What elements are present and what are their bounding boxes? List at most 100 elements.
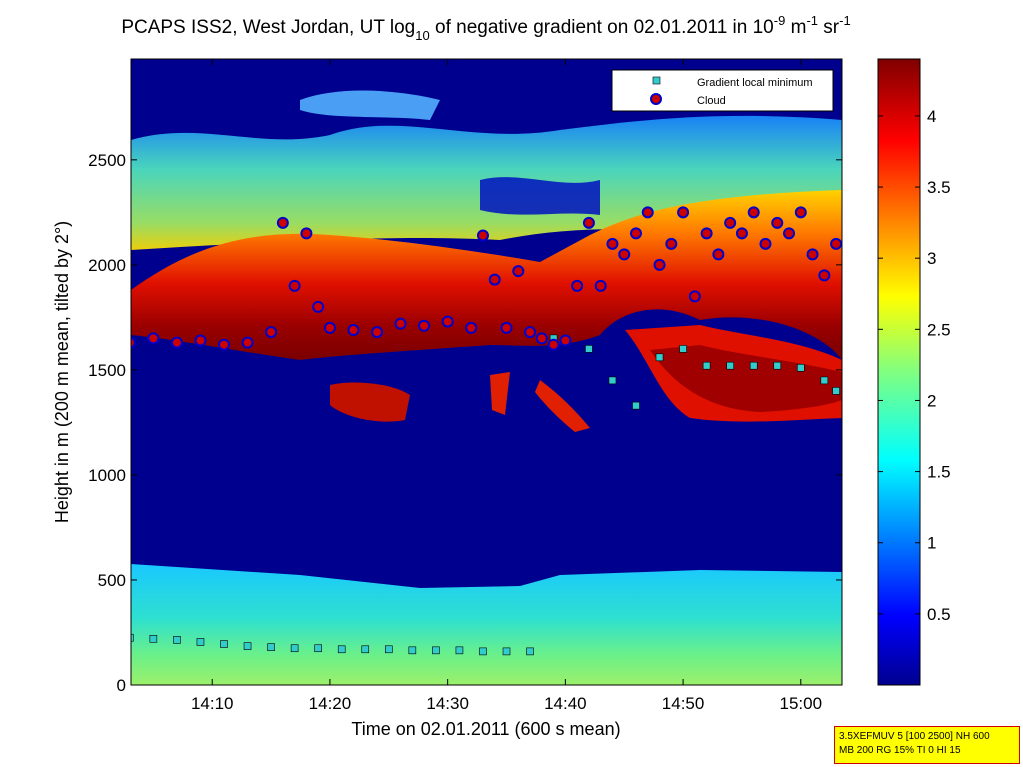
gradient-min-point (655, 353, 664, 362)
gradient-min-point (585, 345, 593, 353)
cloud-point (500, 321, 513, 334)
cloud-point (806, 248, 819, 261)
plot-frame (130, 58, 843, 686)
annotation-line-2: MB 200 RG 15% TI 0 HI 15 (839, 745, 961, 756)
annotation-line-1: 3.5XEFMUV 5 [100 2500] NH 600 (839, 731, 990, 742)
cloud-point (700, 227, 713, 240)
cloud-point (265, 326, 278, 339)
gradient-min-point (608, 376, 617, 385)
colorbar-tick-label: 2.5 (927, 320, 951, 339)
y-tick-label: 2000 (88, 256, 126, 275)
cloud-point (665, 237, 678, 250)
colorbar-tick-label: 2 (927, 391, 936, 410)
gradient-min-point (149, 634, 158, 643)
cloud-point (441, 315, 454, 328)
chart-title: PCAPS ISS2, West Jordan, UT log10 of neg… (121, 13, 850, 43)
gradient-min-point (773, 361, 782, 370)
y-tick-label: 0 (117, 676, 126, 695)
cloud-point (300, 227, 313, 240)
gradient-min-point (173, 636, 181, 644)
gradient-min-point (243, 642, 252, 650)
y-tick-label: 2500 (88, 151, 126, 170)
cloud-point (677, 206, 690, 219)
gradient-min-point (361, 645, 370, 654)
cloud-point (217, 338, 230, 351)
cloud-point (747, 206, 760, 219)
cloud-point (641, 206, 654, 219)
x-axis: 14:10 14:20 14:30 14:40 14:50 15:00 (191, 59, 822, 713)
cloud-point (524, 326, 537, 339)
cloud-point (418, 319, 431, 332)
cloud-point (735, 227, 748, 240)
colorbar-tick-label: 1.5 (927, 463, 951, 482)
gradient-min-point (337, 645, 346, 654)
gradient-min-point (267, 643, 275, 651)
cloud-point (653, 258, 666, 271)
cloud-point (582, 216, 595, 229)
cloud-point (241, 336, 254, 349)
gradient-min-point (220, 640, 228, 648)
cloud-point (512, 265, 525, 278)
cloud-point (783, 227, 796, 240)
x-tick-label: 14:10 (191, 694, 234, 713)
x-tick-label: 14:20 (309, 694, 352, 713)
cloud-point (288, 279, 301, 292)
cloud-point (194, 334, 207, 347)
gradient-min-point (832, 387, 840, 395)
cloud-point (594, 279, 607, 292)
gradient-min-point (408, 646, 417, 655)
cloud-point (818, 269, 831, 282)
gradient-min-point (526, 647, 534, 656)
cloud-point (488, 273, 501, 286)
gradient-min-point (384, 645, 393, 654)
cloud-point (465, 321, 478, 334)
gradient-min-point (726, 361, 734, 370)
colorbar-ticks: 0.5 1 1.5 2 2.5 3 3.5 4 (878, 107, 951, 624)
cloud-point (830, 237, 842, 250)
gradient-min-point (131, 633, 134, 642)
gradient-min-point (749, 361, 758, 370)
x-tick-label: 14:40 (544, 694, 587, 713)
x-axis-label: Time on 02.01.2011 (600 s mean) (351, 719, 620, 739)
cloud-point (147, 332, 160, 345)
cloud-point (394, 317, 407, 330)
cloud-point (794, 206, 807, 219)
gradient-min-point (455, 646, 464, 655)
cloud-point (131, 336, 136, 349)
cloud-point (170, 336, 183, 349)
cloud-point (759, 237, 772, 250)
cloud-point (547, 338, 560, 351)
colorbar-tick-label: 1 (927, 534, 936, 553)
cloud-point (323, 321, 336, 334)
cloud-point (559, 334, 572, 347)
marker-layer (131, 206, 842, 656)
cloud-point (347, 323, 360, 336)
gradient-min-point (820, 376, 829, 385)
y-tick-label: 1000 (88, 466, 126, 485)
cloud-point (771, 216, 784, 229)
x-tick-label: 14:50 (662, 694, 705, 713)
gradient-min-point (479, 647, 487, 656)
cloud-point (618, 248, 631, 261)
gradient-min-point (314, 644, 322, 653)
legend-entry-gradient-min: Gradient local minimum (697, 77, 813, 89)
y-tick-label: 1500 (88, 361, 126, 380)
cloud-point (606, 237, 619, 250)
heatmap-plot-area (131, 59, 842, 685)
colorbar-tick-label: 0.5 (927, 605, 951, 624)
y-axis-label: Height in m (200 m mean, tilted by 2°) (52, 221, 72, 523)
gradient-min-point (679, 345, 687, 353)
legend-entry-cloud: Cloud (697, 95, 726, 107)
gradient-min-point (290, 644, 299, 653)
cloud-point (629, 227, 642, 240)
cloud-point (371, 326, 384, 339)
y-tick-label: 500 (98, 571, 126, 590)
cloud-point (712, 248, 725, 261)
gradient-min-point (796, 363, 805, 372)
colorbar-tick-label: 3.5 (927, 178, 951, 197)
colorbar (877, 58, 921, 686)
gradient-min-point (502, 647, 511, 656)
cloud-point (276, 216, 289, 229)
colorbar-tick-label: 3 (927, 249, 936, 268)
